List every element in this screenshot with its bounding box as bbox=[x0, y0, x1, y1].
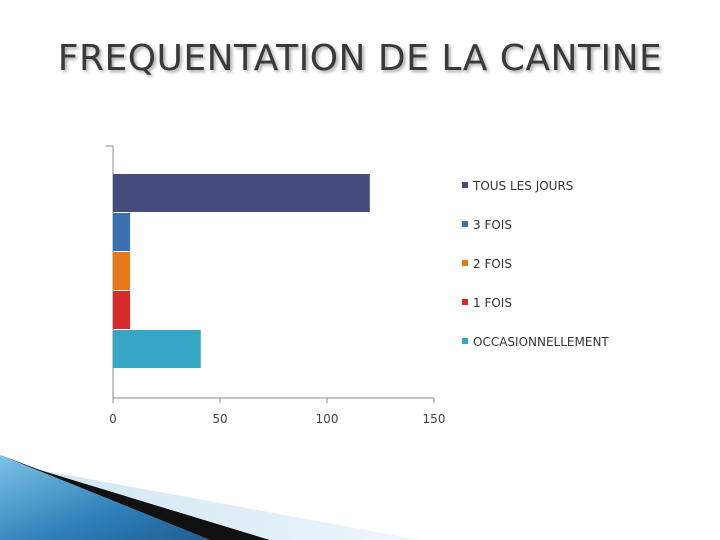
slide-title: FREQUENTATION DE LA CANTINE bbox=[57, 38, 663, 79]
bar-2-fois bbox=[113, 252, 131, 290]
x-tick-label: 50 bbox=[212, 412, 227, 426]
legend-swatch bbox=[462, 182, 468, 188]
legend-label: 1 FOIS bbox=[473, 296, 512, 310]
legend-swatch bbox=[462, 260, 468, 266]
bar-occasionnellement bbox=[113, 330, 201, 368]
x-tick-label: 100 bbox=[316, 412, 339, 426]
x-tick-label: 150 bbox=[423, 412, 446, 426]
legend-swatch bbox=[462, 299, 468, 305]
bar-1-fois bbox=[113, 291, 131, 329]
x-tick-label: 0 bbox=[109, 412, 117, 426]
bar-tous-les-jours bbox=[113, 174, 370, 212]
chart-bars bbox=[113, 174, 370, 368]
legend-label: 3 FOIS bbox=[473, 218, 512, 232]
legend-label: OCCASIONNELLEMENT bbox=[473, 335, 609, 349]
chart-x-ticks: 0 50 100 150 bbox=[109, 398, 445, 426]
bar-3-fois bbox=[113, 213, 131, 251]
legend-label: 2 FOIS bbox=[473, 257, 512, 271]
chart-legend: TOUS LES JOURS 3 FOIS 2 FOIS 1 FOIS OCCASION… bbox=[462, 179, 609, 349]
legend-swatch bbox=[462, 221, 468, 227]
legend-label: TOUS LES JOURS bbox=[472, 179, 573, 193]
legend-swatch bbox=[462, 338, 468, 344]
